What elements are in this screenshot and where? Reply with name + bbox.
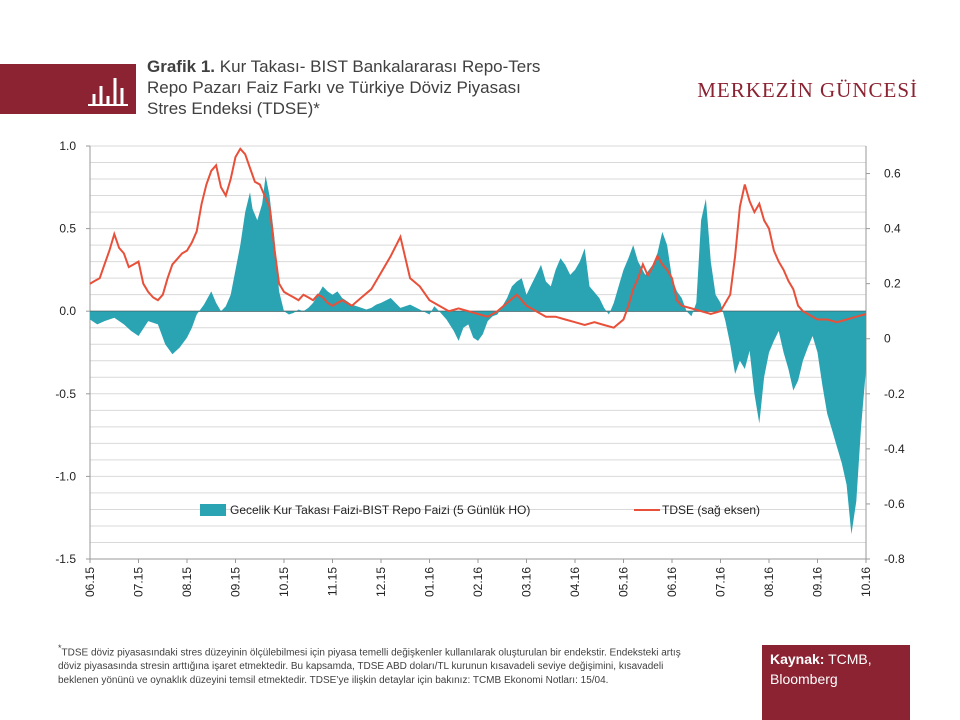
title-prefix: Grafik 1. bbox=[147, 57, 216, 76]
right-tick-label: -0.6 bbox=[884, 497, 905, 511]
footnote-marker: * bbox=[58, 643, 62, 653]
right-tick-label: 0.4 bbox=[884, 222, 901, 236]
x-tick-label: 07.16 bbox=[714, 567, 728, 597]
x-tick-label: 06.15 bbox=[83, 567, 97, 597]
brand-name: MERKEZİN GÜNCESİ bbox=[697, 78, 918, 102]
left-tick-label: -0.5 bbox=[55, 387, 76, 401]
x-tick-label: 02.16 bbox=[471, 567, 485, 597]
legend-label-line: TDSE (sağ eksen) bbox=[662, 503, 760, 517]
right-tick-label: -0.8 bbox=[884, 552, 905, 566]
source-text: TCMB, Bloomberg bbox=[770, 651, 872, 687]
x-tick-label: 03.16 bbox=[520, 567, 534, 597]
x-tick-label: 05.16 bbox=[617, 567, 631, 597]
left-tick-label: 0.0 bbox=[59, 304, 76, 318]
left-tick-label: -1.5 bbox=[55, 552, 76, 566]
right-tick-label: -0.2 bbox=[884, 387, 905, 401]
title-line-1: Kur Takası- BIST Bankalararası Repo-Ters bbox=[219, 57, 541, 76]
plot-area bbox=[90, 146, 866, 559]
x-tick-label: 06.16 bbox=[665, 567, 679, 597]
series-line-tdse bbox=[89, 147, 867, 329]
right-tick-label: 0.6 bbox=[884, 167, 901, 181]
source-box: Kaynak: TCMB, Bloomberg bbox=[762, 645, 910, 720]
left-tick-label: -1.0 bbox=[55, 469, 76, 483]
header-band bbox=[0, 64, 136, 114]
legend-label-area: Gecelik Kur Takası Faizi-BIST Repo Faizi… bbox=[230, 503, 530, 517]
source-label: Kaynak: bbox=[770, 651, 825, 667]
x-tick-label: 07.15 bbox=[132, 567, 146, 597]
legend-swatch-area bbox=[200, 504, 226, 516]
x-tick-label: 08.15 bbox=[180, 567, 194, 597]
x-tick-label: 08.16 bbox=[762, 567, 776, 597]
bar-chart-icon bbox=[88, 78, 128, 106]
x-tick-label: 10.16 bbox=[859, 567, 873, 597]
x-tick-label: 12.15 bbox=[374, 567, 388, 597]
x-tick-label: 09.16 bbox=[811, 567, 825, 597]
footnote: *TDSE döviz piyasasındaki stres düzeyini… bbox=[58, 641, 698, 688]
footnote-text: TDSE döviz piyasasındaki stres düzeyinin… bbox=[58, 647, 681, 687]
x-tick-label: 10.15 bbox=[277, 567, 291, 597]
x-tick-label: 11.15 bbox=[326, 567, 340, 596]
chart-title: Grafik 1. Kur Takası- BIST Bankalararası… bbox=[147, 56, 617, 119]
x-tick-label: 04.16 bbox=[568, 567, 582, 597]
right-tick-label: 0 bbox=[884, 332, 891, 346]
chart: 1.0 0.5 0.0 -0.5 -1.0 -1.5 0.6 0.4 0.2 0 -0.2 -0.4 -… bbox=[55, 139, 905, 597]
x-tick-label: 01.16 bbox=[423, 567, 437, 597]
right-tick-label: 0.2 bbox=[884, 277, 901, 291]
title-line-2: Repo Pazarı Faiz Farkı ve Türkiye Döviz … bbox=[147, 78, 521, 97]
title-line-3: Stres Endeksi (TDSE)* bbox=[147, 99, 320, 118]
right-tick-label: -0.4 bbox=[884, 442, 905, 456]
x-tick-label: 09.15 bbox=[229, 567, 243, 597]
left-tick-label: 0.5 bbox=[59, 222, 76, 236]
left-tick-label: 1.0 bbox=[59, 139, 76, 153]
